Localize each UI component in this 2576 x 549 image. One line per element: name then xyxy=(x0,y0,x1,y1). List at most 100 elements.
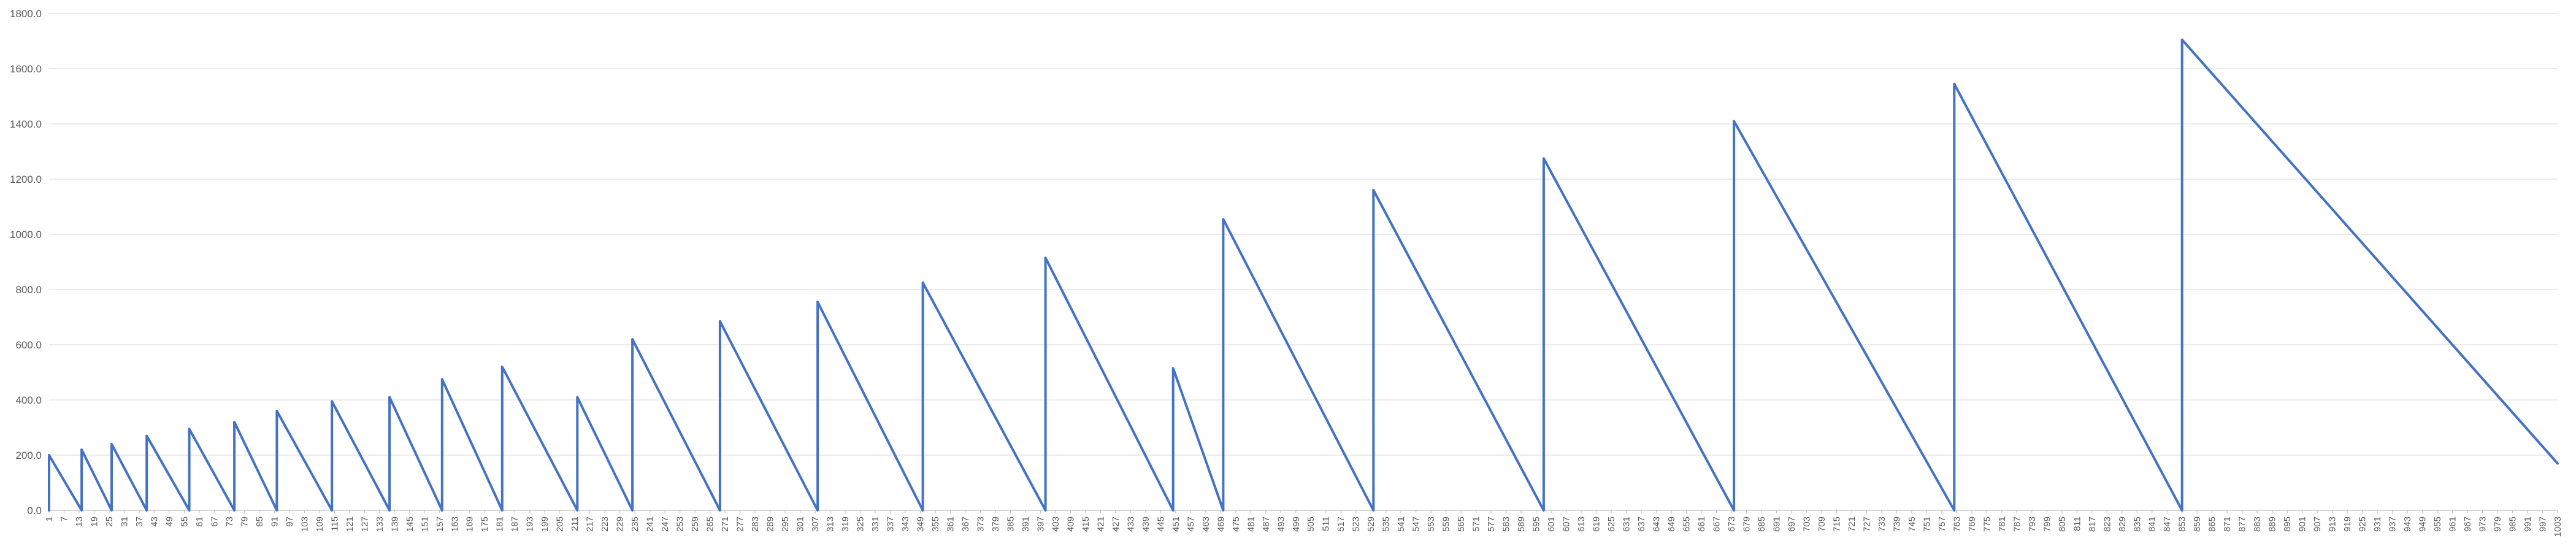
xtick-label: 481 xyxy=(1246,516,1256,532)
xtick-label: 655 xyxy=(1682,516,1692,532)
xtick-label: 331 xyxy=(870,516,881,532)
xtick-label: 499 xyxy=(1291,516,1301,532)
xtick-label: 97 xyxy=(285,516,295,527)
xtick-label: 919 xyxy=(2342,516,2353,532)
xtick-label: 889 xyxy=(2267,516,2278,532)
xtick-label: 625 xyxy=(1606,516,1617,532)
xtick-label: 397 xyxy=(1035,516,1046,532)
xtick-label: 787 xyxy=(2012,516,2022,532)
xtick-label: 973 xyxy=(2478,516,2488,532)
xtick-label: 643 xyxy=(1652,516,1662,532)
xtick-label: 1 xyxy=(44,516,55,521)
ytick-label: 400.0 xyxy=(15,394,42,406)
xtick-label: 403 xyxy=(1051,516,1061,532)
xtick-label: 631 xyxy=(1622,516,1632,532)
xtick-label: 157 xyxy=(435,516,445,532)
xtick-label: 853 xyxy=(2177,516,2188,532)
xtick-label: 913 xyxy=(2328,516,2338,532)
xtick-label: 7 xyxy=(59,516,69,521)
gridlines xyxy=(49,13,2558,456)
xtick-label: 205 xyxy=(555,516,565,532)
xtick-label: 385 xyxy=(1005,516,1016,532)
xtick-label: 235 xyxy=(630,516,640,532)
xtick-label: 535 xyxy=(1381,516,1392,532)
xtick-label: 433 xyxy=(1125,516,1136,532)
xtick-label: 247 xyxy=(660,516,670,532)
xtick-label: 211 xyxy=(570,516,580,531)
xtick-label: 607 xyxy=(1562,516,1572,532)
xtick-label: 847 xyxy=(2162,516,2172,532)
xtick-label: 355 xyxy=(930,516,941,532)
ytick-label: 200.0 xyxy=(15,450,42,461)
xtick-label: 727 xyxy=(1861,516,1872,532)
xtick-label: 895 xyxy=(2282,516,2293,532)
xtick-label: 493 xyxy=(1276,516,1286,532)
xtick-label: 451 xyxy=(1171,516,1181,532)
xtick-label: 901 xyxy=(2298,516,2308,532)
xtick-label: 955 xyxy=(2432,516,2443,532)
xtick-label: 781 xyxy=(1997,516,2007,532)
xtick-label: 319 xyxy=(840,516,851,532)
xtick-label: 223 xyxy=(600,516,610,532)
xtick-label: 715 xyxy=(1831,516,1842,532)
xtick-label: 523 xyxy=(1351,516,1362,532)
xtick-label: 763 xyxy=(1952,516,1962,532)
xtick-label: 475 xyxy=(1231,516,1241,532)
xtick-label: 259 xyxy=(690,516,700,532)
xtick-label: 289 xyxy=(765,516,776,532)
xtick-label: 505 xyxy=(1306,516,1316,532)
xtick-label: 421 xyxy=(1095,516,1106,532)
ytick-label: 1000.0 xyxy=(10,229,42,240)
xtick-label: 673 xyxy=(1727,516,1737,532)
x-axis: 1 7 13 19 25 31 37 43 49 55 61 67 73 79 85 91 97 103 109 11… xyxy=(44,510,2563,537)
xtick-label: 115 xyxy=(329,516,340,531)
xtick-label: 559 xyxy=(1441,516,1452,532)
xtick-label: 361 xyxy=(945,516,956,532)
xtick-label: 841 xyxy=(2147,516,2158,532)
xtick-label: 595 xyxy=(1531,516,1542,532)
xtick-label: 541 xyxy=(1396,516,1406,532)
xtick-label: 61 xyxy=(194,516,205,527)
ytick-label: 1200.0 xyxy=(10,174,42,185)
xtick-label: 301 xyxy=(795,516,806,532)
xtick-label: 823 xyxy=(2102,516,2112,532)
xtick-label: 571 xyxy=(1471,516,1482,532)
xtick-label: 13 xyxy=(74,516,85,527)
xtick-label: 997 xyxy=(2538,516,2548,532)
xtick-label: 859 xyxy=(2192,516,2202,532)
xtick-label: 691 xyxy=(1771,516,1782,532)
y-axis: 0.0 200.0 400.0 600.0 800.0 1000.0 1200.0 1400.… xyxy=(10,8,42,516)
xtick-label: 85 xyxy=(255,516,265,527)
xtick-label: 343 xyxy=(900,516,911,532)
xtick-label: 775 xyxy=(1982,516,1992,532)
xtick-label: 463 xyxy=(1201,516,1211,532)
xtick-label: 565 xyxy=(1456,516,1466,532)
xtick-label: 991 xyxy=(2523,516,2533,532)
xtick-label: 871 xyxy=(2222,516,2233,532)
xtick-label: 811 xyxy=(2072,516,2082,531)
xtick-label: 181 xyxy=(495,516,505,532)
xtick-label: 43 xyxy=(149,516,159,527)
xtick-label: 457 xyxy=(1186,516,1196,532)
xtick-label: 19 xyxy=(89,516,99,527)
xtick-label: 163 xyxy=(450,516,460,532)
xtick-label: 829 xyxy=(2117,516,2128,532)
xtick-label: 817 xyxy=(2087,516,2098,532)
xtick-label: 37 xyxy=(134,516,145,527)
xtick-label: 253 xyxy=(675,516,686,532)
xtick-label: 391 xyxy=(1021,516,1031,532)
xtick-label: 661 xyxy=(1696,516,1707,532)
xtick-label: 313 xyxy=(826,516,836,532)
xtick-label: 937 xyxy=(2388,516,2398,532)
xtick-label: 511 xyxy=(1321,516,1332,531)
xtick-label: 1003 xyxy=(2553,516,2563,537)
xtick-label: 175 xyxy=(480,516,490,532)
xtick-label: 241 xyxy=(645,516,656,532)
xtick-label: 883 xyxy=(2252,516,2263,532)
series-line xyxy=(48,38,2559,512)
ytick-label: 1400.0 xyxy=(10,118,42,130)
xtick-label: 427 xyxy=(1111,516,1121,532)
xtick-label: 529 xyxy=(1366,516,1376,532)
